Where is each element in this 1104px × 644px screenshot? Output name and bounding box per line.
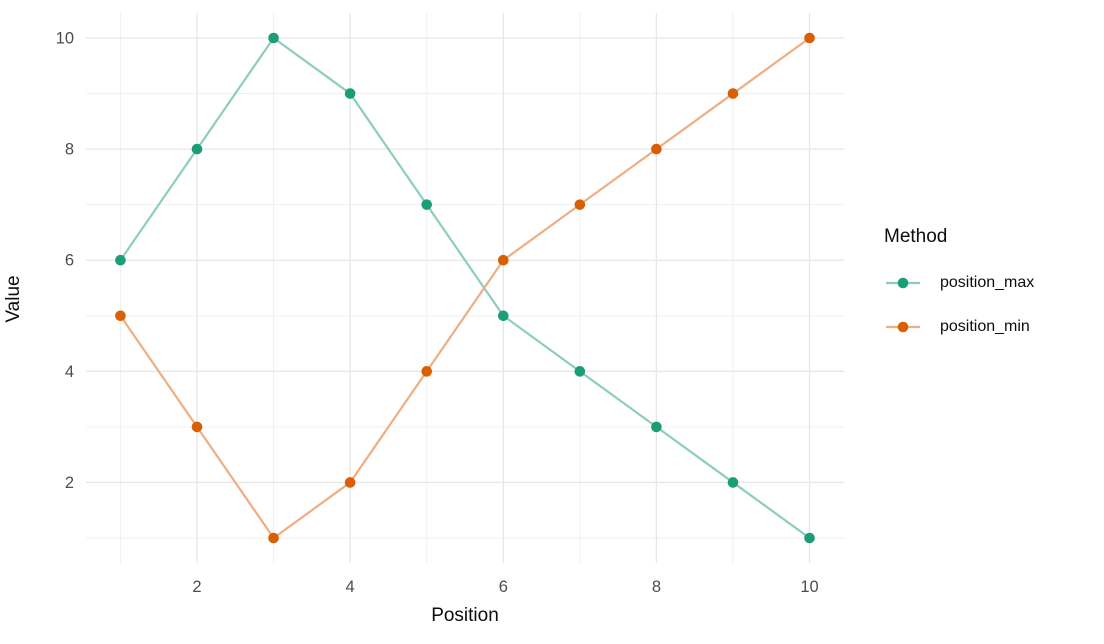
x-tick-label: 2 (192, 578, 201, 596)
data-point-position_max (727, 477, 739, 488)
data-point-position_max (191, 143, 203, 155)
data-point-position_max (344, 88, 356, 99)
y-axis-title: Value (3, 275, 24, 323)
x-tick-label: 10 (800, 578, 818, 596)
legend-entry-label: position_min (940, 318, 1030, 335)
data-point-position_min (497, 254, 509, 266)
legend-entry-position_min: position_min (884, 314, 1034, 340)
y-tick-label: 6 (65, 252, 74, 270)
data-point-position_min (115, 310, 126, 322)
legend-key-icon (886, 321, 920, 333)
data-point-position_min (421, 366, 433, 377)
series-line-position_min (119, 36, 811, 540)
legend-entry-label: position_max (940, 274, 1035, 291)
legend-entry-position_max: position_max (884, 270, 1034, 296)
y-tick-label: 2 (65, 474, 74, 492)
series-line-position_max (119, 36, 811, 540)
x-tick-label: 8 (652, 578, 661, 596)
data-point-position_min (191, 421, 203, 433)
data-point-position_max (651, 421, 662, 433)
data-point-position_max (804, 532, 815, 544)
legend-title: Method (884, 226, 948, 247)
data-point-position_min (344, 477, 356, 488)
y-tick-label: 8 (65, 141, 74, 159)
data-point-position_max (497, 310, 509, 322)
x-tick-label: 6 (499, 578, 508, 596)
data-point-position_max (421, 199, 433, 210)
y-tick-label: 10 (56, 30, 74, 48)
y-tick-label: 4 (65, 363, 74, 381)
legend-entries: position_max position_min (884, 270, 1034, 340)
data-point-position_max (115, 254, 126, 266)
data-point-position_min (651, 143, 662, 155)
data-point-position_max (268, 32, 279, 44)
data-point-position_min (268, 532, 279, 544)
data-point-position_min (574, 199, 586, 210)
x-tick-label: 4 (346, 578, 355, 596)
data-point-position_max (574, 366, 586, 377)
data-point-position_min (727, 88, 739, 99)
legend: Method position_max position_min (884, 226, 1034, 358)
legend-key-icon (886, 277, 920, 289)
data-point-position_min (804, 32, 815, 44)
x-axis-title: Position (431, 605, 499, 626)
